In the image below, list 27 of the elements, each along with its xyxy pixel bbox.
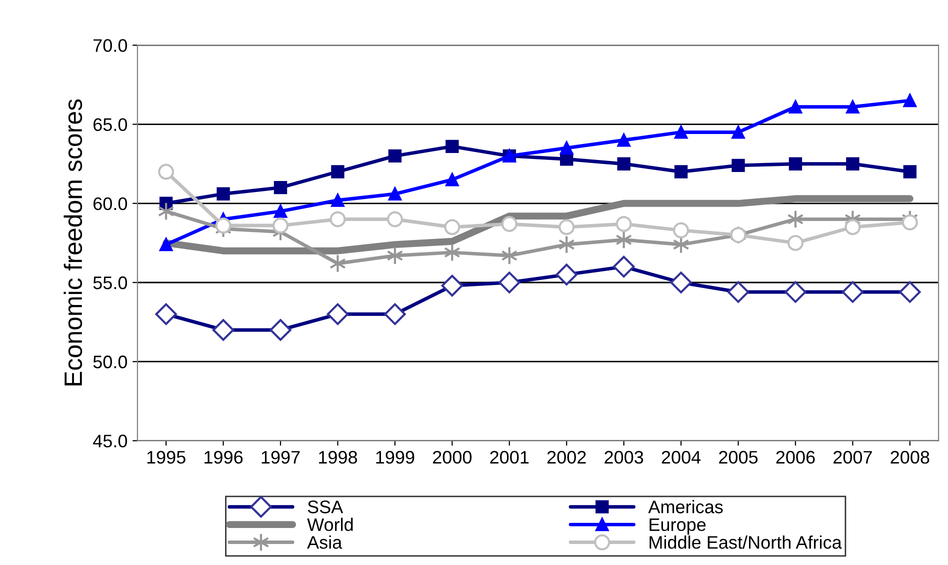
x-tick-label: 1997 <box>262 450 300 464</box>
legend-label: Middle East/North Africa <box>650 536 842 549</box>
x-tick-label: 2000 <box>432 450 472 464</box>
x-tick-label: 2001 <box>490 450 529 464</box>
x-tick-label: 2003 <box>604 450 644 464</box>
y-tick-label: 45.0 <box>93 434 128 448</box>
y-axis-title: Economic freedom scores <box>64 99 82 386</box>
x-tick-label: 2008 <box>890 450 930 464</box>
legend-label: Asia <box>307 536 342 549</box>
y-tick-label: 60.0 <box>94 197 128 210</box>
x-tick-label: 2005 <box>719 450 758 464</box>
legend-label: SSA <box>308 500 344 514</box>
x-tick-label: 1996 <box>204 450 243 464</box>
x-tick-label: 2004 <box>662 450 701 464</box>
legend-label: Americas <box>648 500 723 514</box>
y-tick-label: 55.0 <box>93 276 128 290</box>
y-tick-label: 70.0 <box>94 39 128 52</box>
x-tick-label: 2002 <box>547 450 586 464</box>
x-tick-label: 2007 <box>834 450 872 464</box>
y-tick-label: 65.0 <box>94 118 128 132</box>
x-tick-label: 1995 <box>147 450 186 464</box>
legend-label: World <box>307 518 353 532</box>
x-tick-label: 2006 <box>776 450 815 464</box>
x-tick-label: 1998 <box>319 450 358 464</box>
legend-label: Europe <box>650 518 706 535</box>
y-tick-label: 50.0 <box>93 356 128 368</box>
x-tick-label: 1999 <box>376 450 414 464</box>
